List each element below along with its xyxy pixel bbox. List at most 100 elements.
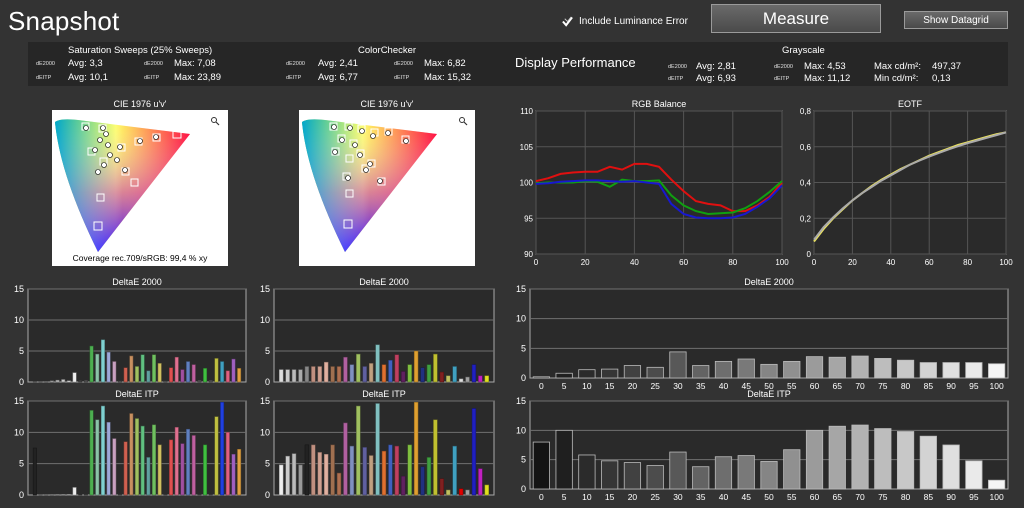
bar-sat2000 xyxy=(49,380,54,383)
bar-cc2000 xyxy=(343,356,348,383)
display-performance-label: Display Performance xyxy=(515,55,636,70)
colorchecker-deitp-avg: Avg: 6,77 xyxy=(318,72,358,83)
bar-ccitp xyxy=(343,422,348,496)
bar-ccitp xyxy=(471,408,477,496)
ytick-label-rgb: 90 xyxy=(524,250,533,259)
bar-satitp xyxy=(123,441,128,496)
bar-gs2000 xyxy=(578,369,596,379)
ytick-label-eotf: 0,2 xyxy=(800,214,812,223)
grayscale-deitp-max: Max: 11,12 xyxy=(804,73,851,84)
ytick-label-ccitp: 5 xyxy=(265,459,270,469)
bar-sat2000 xyxy=(55,379,60,383)
bar-gsitp xyxy=(532,441,550,490)
xtick-label-gsitp: 35 xyxy=(696,492,706,502)
grayscale-deitp-avg: Avg: 6,93 xyxy=(696,73,736,84)
bar-satitp xyxy=(66,494,71,496)
bar-gsitp xyxy=(851,424,869,490)
bar-gs2000 xyxy=(805,356,824,379)
xtick-label-gsitp: 20 xyxy=(628,492,638,502)
bar-satitp xyxy=(32,447,37,496)
xtick-label-gs2000: 100 xyxy=(990,381,1004,391)
saturation-deitp-max-label: dEITP xyxy=(144,75,160,81)
bar-cc2000 xyxy=(349,364,355,383)
xtick-label-gsitp: 30 xyxy=(673,492,683,502)
bar-sat2000 xyxy=(83,379,88,383)
bar-sat2000 xyxy=(220,361,225,383)
ytick-label-cc2000: 15 xyxy=(260,284,270,294)
chart-title-eotf: EOTF xyxy=(898,99,923,109)
xtick-label-eotf: 0 xyxy=(812,258,817,267)
bar-satitp xyxy=(180,443,185,496)
bar-sat2000 xyxy=(186,361,191,383)
bar-satitp xyxy=(83,494,88,496)
luminance-error-checkbox[interactable]: Include Luminance Error xyxy=(562,16,688,27)
bar-satitp xyxy=(208,494,213,496)
magnifier-icon-right[interactable] xyxy=(459,117,468,126)
ytick-label-cc2000: 10 xyxy=(260,315,270,325)
bar-gsitp xyxy=(623,462,642,490)
bar-cc2000 xyxy=(298,369,303,383)
ytick-label-gsitp: 10 xyxy=(516,425,526,435)
magnifier-icon-left[interactable] xyxy=(211,117,220,126)
grayscale-max-cd: 497,37 xyxy=(932,61,962,72)
stats-panel: Saturation Sweeps (25% Sweeps) dE2000 Av… xyxy=(28,42,1008,86)
bar-ccitp xyxy=(465,489,470,496)
bar-gsitp xyxy=(714,456,733,490)
bar-ccitp xyxy=(394,445,400,496)
xtick-label-gsitp: 80 xyxy=(901,492,911,502)
show-datagrid-button[interactable]: Show Datagrid xyxy=(904,11,1008,29)
bar-ccitp xyxy=(381,450,387,496)
grayscale-de2000-max: Max: 4,53 xyxy=(804,61,846,72)
bar-gs2000 xyxy=(714,360,733,379)
bar-ccitp xyxy=(458,488,464,496)
bar-gsitp xyxy=(988,479,1006,490)
bar-sat2000 xyxy=(89,345,94,383)
ytick-label-rgb: 105 xyxy=(520,143,534,152)
ytick-label-satitp: 15 xyxy=(14,396,24,406)
ytick-label-ccitp: 10 xyxy=(260,427,270,437)
bar-gsitp xyxy=(760,461,778,490)
bar-ccitp xyxy=(362,447,367,496)
colorchecker-de2000-max: Max: 6,82 xyxy=(424,58,466,69)
bar-satitp xyxy=(140,425,145,496)
bar-cc2000 xyxy=(407,364,412,383)
bar-sat2000 xyxy=(197,379,202,383)
xtick-label-gs2000: 5 xyxy=(562,381,567,391)
bar-ccitp xyxy=(291,453,297,496)
bar-cc2000 xyxy=(458,378,464,383)
xtick-label-gs2000: 60 xyxy=(810,381,820,391)
cie-left-title: CIE 1976 u'v' xyxy=(114,99,167,109)
xtick-label-eotf: 60 xyxy=(925,258,934,267)
bar-sat2000 xyxy=(112,361,117,383)
bar-ccitp xyxy=(426,457,432,496)
xtick-label-gs2000: 70 xyxy=(855,381,865,391)
saturation-deitp-avg: Avg: 10,1 xyxy=(68,72,108,83)
bar-gsitp xyxy=(555,429,573,490)
bar-gs2000 xyxy=(623,365,642,379)
bar-sat2000 xyxy=(214,358,219,383)
bar-sat2000 xyxy=(237,368,242,383)
bar-cc2000 xyxy=(356,353,361,383)
bar-cc2000 xyxy=(439,371,444,383)
bar-gsitp xyxy=(578,454,596,490)
colorchecker-de2000-max-label: dE2000 xyxy=(394,61,413,67)
app-title: Snapshot xyxy=(8,6,120,36)
bar-cc2000 xyxy=(413,350,419,383)
ytick-label-rgb: 100 xyxy=(520,179,534,188)
xtick-label-gs2000: 10 xyxy=(582,381,592,391)
chart-title-sat2000: DeltaE 2000 xyxy=(112,277,162,287)
cie-left-gamut xyxy=(55,119,190,252)
bar-gs2000 xyxy=(669,351,687,379)
bar-satitp xyxy=(55,494,60,496)
bar-sat2000 xyxy=(44,381,49,383)
xtick-label-gs2000: 75 xyxy=(878,381,888,391)
xtick-label-gs2000: 95 xyxy=(969,381,979,391)
grayscale-title: Grayscale xyxy=(782,45,825,56)
bar-satitp xyxy=(100,405,105,496)
xtick-label-eotf: 20 xyxy=(848,258,857,267)
bar-sat2000 xyxy=(78,379,83,383)
xtick-label-gs2000: 85 xyxy=(924,381,934,391)
measure-button[interactable]: Measure xyxy=(711,4,881,33)
bar-ccitp xyxy=(304,444,310,496)
xtick-label-gsitp: 10 xyxy=(582,492,592,502)
